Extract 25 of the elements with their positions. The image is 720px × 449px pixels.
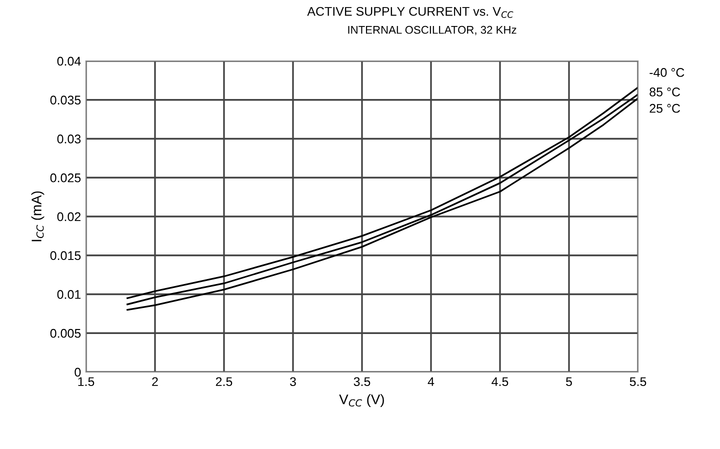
y-tick-label: 0 xyxy=(74,368,81,377)
x-tick-label: 2 xyxy=(152,377,158,386)
x-tick-label: 4.5 xyxy=(492,377,508,386)
series-label: 85 °C xyxy=(650,88,680,96)
x-axis-title: V$_{CC}$ (V) xyxy=(339,394,384,408)
y-tick-label: 0.015 xyxy=(50,251,81,260)
x-tick-label: 1.5 xyxy=(78,377,94,386)
chart-title: ACTIVE SUPPLY CURRENT vs. V$_{CC}$ xyxy=(307,6,514,18)
x-tick-label: 4 xyxy=(428,377,434,386)
y-tick-label: 0.03 xyxy=(57,134,81,144)
y-tick-label: 0.02 xyxy=(57,212,81,222)
y-tick-label: 0.005 xyxy=(50,328,81,338)
y-axis-title: I$_{CC}$ (mA) xyxy=(31,191,44,242)
x-tick-label: 3.5 xyxy=(354,377,370,386)
y-tick-label: 0.035 xyxy=(50,96,81,105)
x-tick-label: 3 xyxy=(290,377,296,386)
y-tick-label: 0.04 xyxy=(57,56,81,66)
y-tick-label: 0.01 xyxy=(57,290,81,299)
series-label: -40 °C xyxy=(650,68,684,77)
series-label: 25 °C xyxy=(650,104,680,113)
x-tick-label: 5.5 xyxy=(630,377,646,386)
x-tick-label: 2.5 xyxy=(216,377,232,386)
chart-subtitle: INTERNAL OSCILLATOR, 32 KHz xyxy=(348,26,516,36)
y-tick-label: 0.025 xyxy=(50,173,81,182)
x-tick-label: 5 xyxy=(566,377,572,386)
